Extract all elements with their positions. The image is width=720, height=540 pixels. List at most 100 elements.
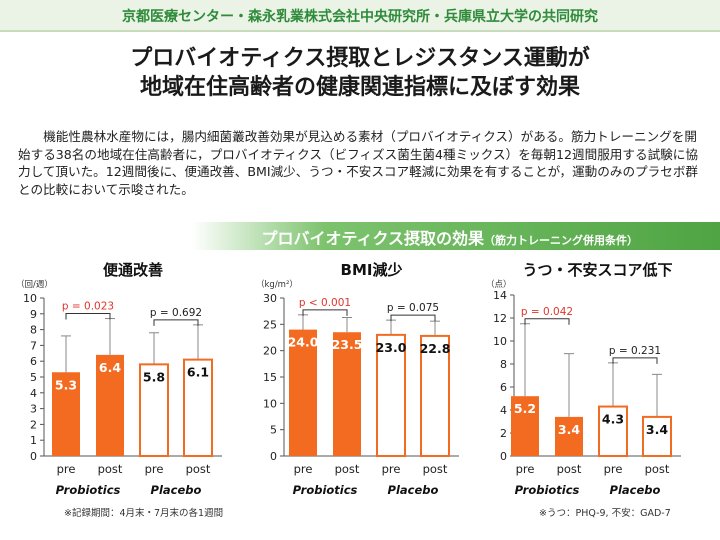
y-tick-label: 4 [30, 387, 37, 400]
y-tick-label: 14 [493, 289, 507, 302]
x-category-label: post [645, 462, 670, 476]
x-category-label: pre [145, 462, 164, 476]
y-tick-label: 6 [30, 355, 37, 368]
y-tick-label: 5 [270, 424, 277, 437]
bar [642, 415, 672, 457]
bar [376, 333, 406, 457]
y-tick-label: 9 [30, 308, 37, 321]
page-title: プロバイオティクス摂取とレジスタンス運動が 地域在住高齢者の健康関連指標に及ぼす… [0, 44, 720, 102]
bar [333, 332, 361, 456]
y-axis-unit-label: （点） [486, 279, 512, 290]
section-banner: プロバイオティクス摂取の効果（筋力トレーニング併用条件） [192, 222, 720, 250]
p-value-label: p = 0.075 [387, 302, 439, 314]
note-scales: ※うつ：PHQ-9, 不安：GAD-7 [539, 508, 671, 519]
bar [96, 354, 124, 456]
bar-value-label: 24.0 [288, 335, 319, 350]
title-line-1: プロバイオティクス摂取とレジスタンス運動が [130, 46, 590, 71]
y-tick-label: 4 [500, 404, 507, 417]
banner-main: プロバイオティクス摂取の効果 [261, 229, 484, 248]
y-tick-label: 0 [270, 450, 277, 463]
bar [139, 363, 169, 457]
group-label: Placebo [610, 483, 661, 497]
org-header-text: 京都医療センター・森永乳業株式会社中央研究所・兵庫県立大学の共同研究 [122, 9, 598, 25]
y-tick-label: 20 [263, 345, 277, 358]
x-category-label: pre [516, 462, 535, 476]
y-tick-label: 25 [263, 318, 277, 331]
p-value-label: p = 0.023 [62, 301, 114, 313]
p-value-bracket [612, 357, 658, 364]
p-value-label: p < 0.001 [299, 297, 351, 309]
p-value-bracket [65, 313, 111, 320]
y-axis-unit-label: （回/週） [16, 279, 53, 290]
bar-value-label: 4.3 [602, 412, 624, 427]
p-value-bracket [153, 319, 199, 326]
x-category-label: pre [382, 462, 401, 476]
y-tick-label: 15 [263, 371, 277, 384]
bar-value-label: 23.5 [332, 337, 363, 352]
p-value-bracket [390, 314, 436, 322]
chart-title: うつ・不安スコア低下 [522, 261, 672, 279]
y-tick-label: 0 [500, 450, 507, 463]
y-tick-label: 30 [263, 292, 277, 305]
bar [52, 372, 80, 456]
bar [420, 334, 450, 457]
group-label: Probiotics [56, 483, 121, 497]
title-line-2: 地域在住高齢者の健康関連指標に及ぼす効果 [139, 75, 580, 100]
y-tick-label: 8 [500, 358, 507, 371]
org-header-bar: 京都医療センター・森永乳業株式会社中央研究所・兵庫県立大学の共同研究 [0, 0, 720, 32]
y-tick-label: 10 [493, 335, 507, 348]
group-label: Probiotics [515, 483, 580, 497]
p-value-label: p = 0.231 [609, 345, 661, 357]
bar-value-label: 22.8 [420, 341, 451, 356]
bar-value-label: 5.2 [514, 401, 536, 416]
x-category-label: pre [604, 462, 623, 476]
x-category-label: post [335, 462, 360, 476]
chart-title: BMI減少 [341, 261, 403, 279]
group-label: Placebo [388, 483, 439, 497]
y-tick-label: 12 [493, 312, 507, 325]
p-value-bracket [302, 309, 348, 316]
y-tick-label: 0 [30, 450, 37, 463]
p-value-bracket [524, 318, 570, 325]
bar [555, 416, 583, 456]
group-label: Probiotics [293, 483, 358, 497]
y-tick-label: 5 [30, 371, 37, 384]
chart-depression-anxiety: うつ・不安スコア低下 （点） 0 2 4 6 8 10 12 14 5.2 pre 3.4 post 4.3… [486, 261, 681, 497]
bar [511, 396, 539, 456]
summary-paragraph-block: 機能性農林水産物には，腸内細菌叢改善効果が見込める素材（プロバイオティクス）があ… [18, 128, 702, 198]
x-category-label: pre [294, 462, 313, 476]
bar [183, 358, 213, 457]
bar-value-label: 6.4 [99, 360, 121, 375]
y-tick-label: 3 [30, 403, 37, 416]
chart-bowel-movement: 便通改善 （回/週） 0 1 2 3 4 5 6 7 8 9 10 5.3 pre 6.4 post 5.8 pre… [16, 261, 222, 497]
x-category-label: post [186, 462, 211, 476]
x-category-label: post [423, 462, 448, 476]
x-category-label: pre [57, 462, 76, 476]
chart-bmi: BMI減少 （kg/m²） 0 5 10 15 20 25 30 24.0 pre 23.5 post 2… [256, 261, 459, 497]
y-tick-label: 2 [500, 427, 507, 440]
banner-text: プロバイオティクス摂取の効果（筋力トレーニング併用条件） [261, 225, 638, 249]
bar-value-label: 3.4 [558, 422, 580, 437]
bar-value-label: 3.4 [646, 422, 668, 437]
y-tick-label: 6 [500, 381, 507, 394]
p-value-label: p = 0.692 [150, 307, 202, 319]
y-tick-label: 1 [30, 434, 37, 447]
summary-paragraph: 機能性農林水産物には，腸内細菌叢改善効果が見込める素材（プロバイオティクス）があ… [18, 129, 699, 197]
bar [598, 405, 628, 458]
bar [289, 329, 317, 456]
y-tick-label: 10 [263, 397, 277, 410]
bar-value-label: 23.0 [376, 340, 407, 355]
group-label: Placebo [151, 483, 202, 497]
x-category-label: post [557, 462, 582, 476]
bar-value-label: 5.3 [55, 377, 77, 392]
y-tick-label: 10 [23, 292, 37, 305]
chart-title: 便通改善 [103, 261, 163, 279]
bar-value-label: 6.1 [187, 365, 209, 380]
y-tick-label: 2 [30, 418, 37, 431]
y-tick-label: 7 [30, 339, 37, 352]
banner-sub: （筋力トレーニング併用条件） [484, 234, 638, 247]
y-tick-label: 8 [30, 324, 37, 337]
bar-value-label: 5.8 [143, 369, 165, 384]
note-recording-period: ※記録期間：4月末・7月末の各1週間 [64, 508, 224, 519]
x-category-label: post [98, 462, 123, 476]
